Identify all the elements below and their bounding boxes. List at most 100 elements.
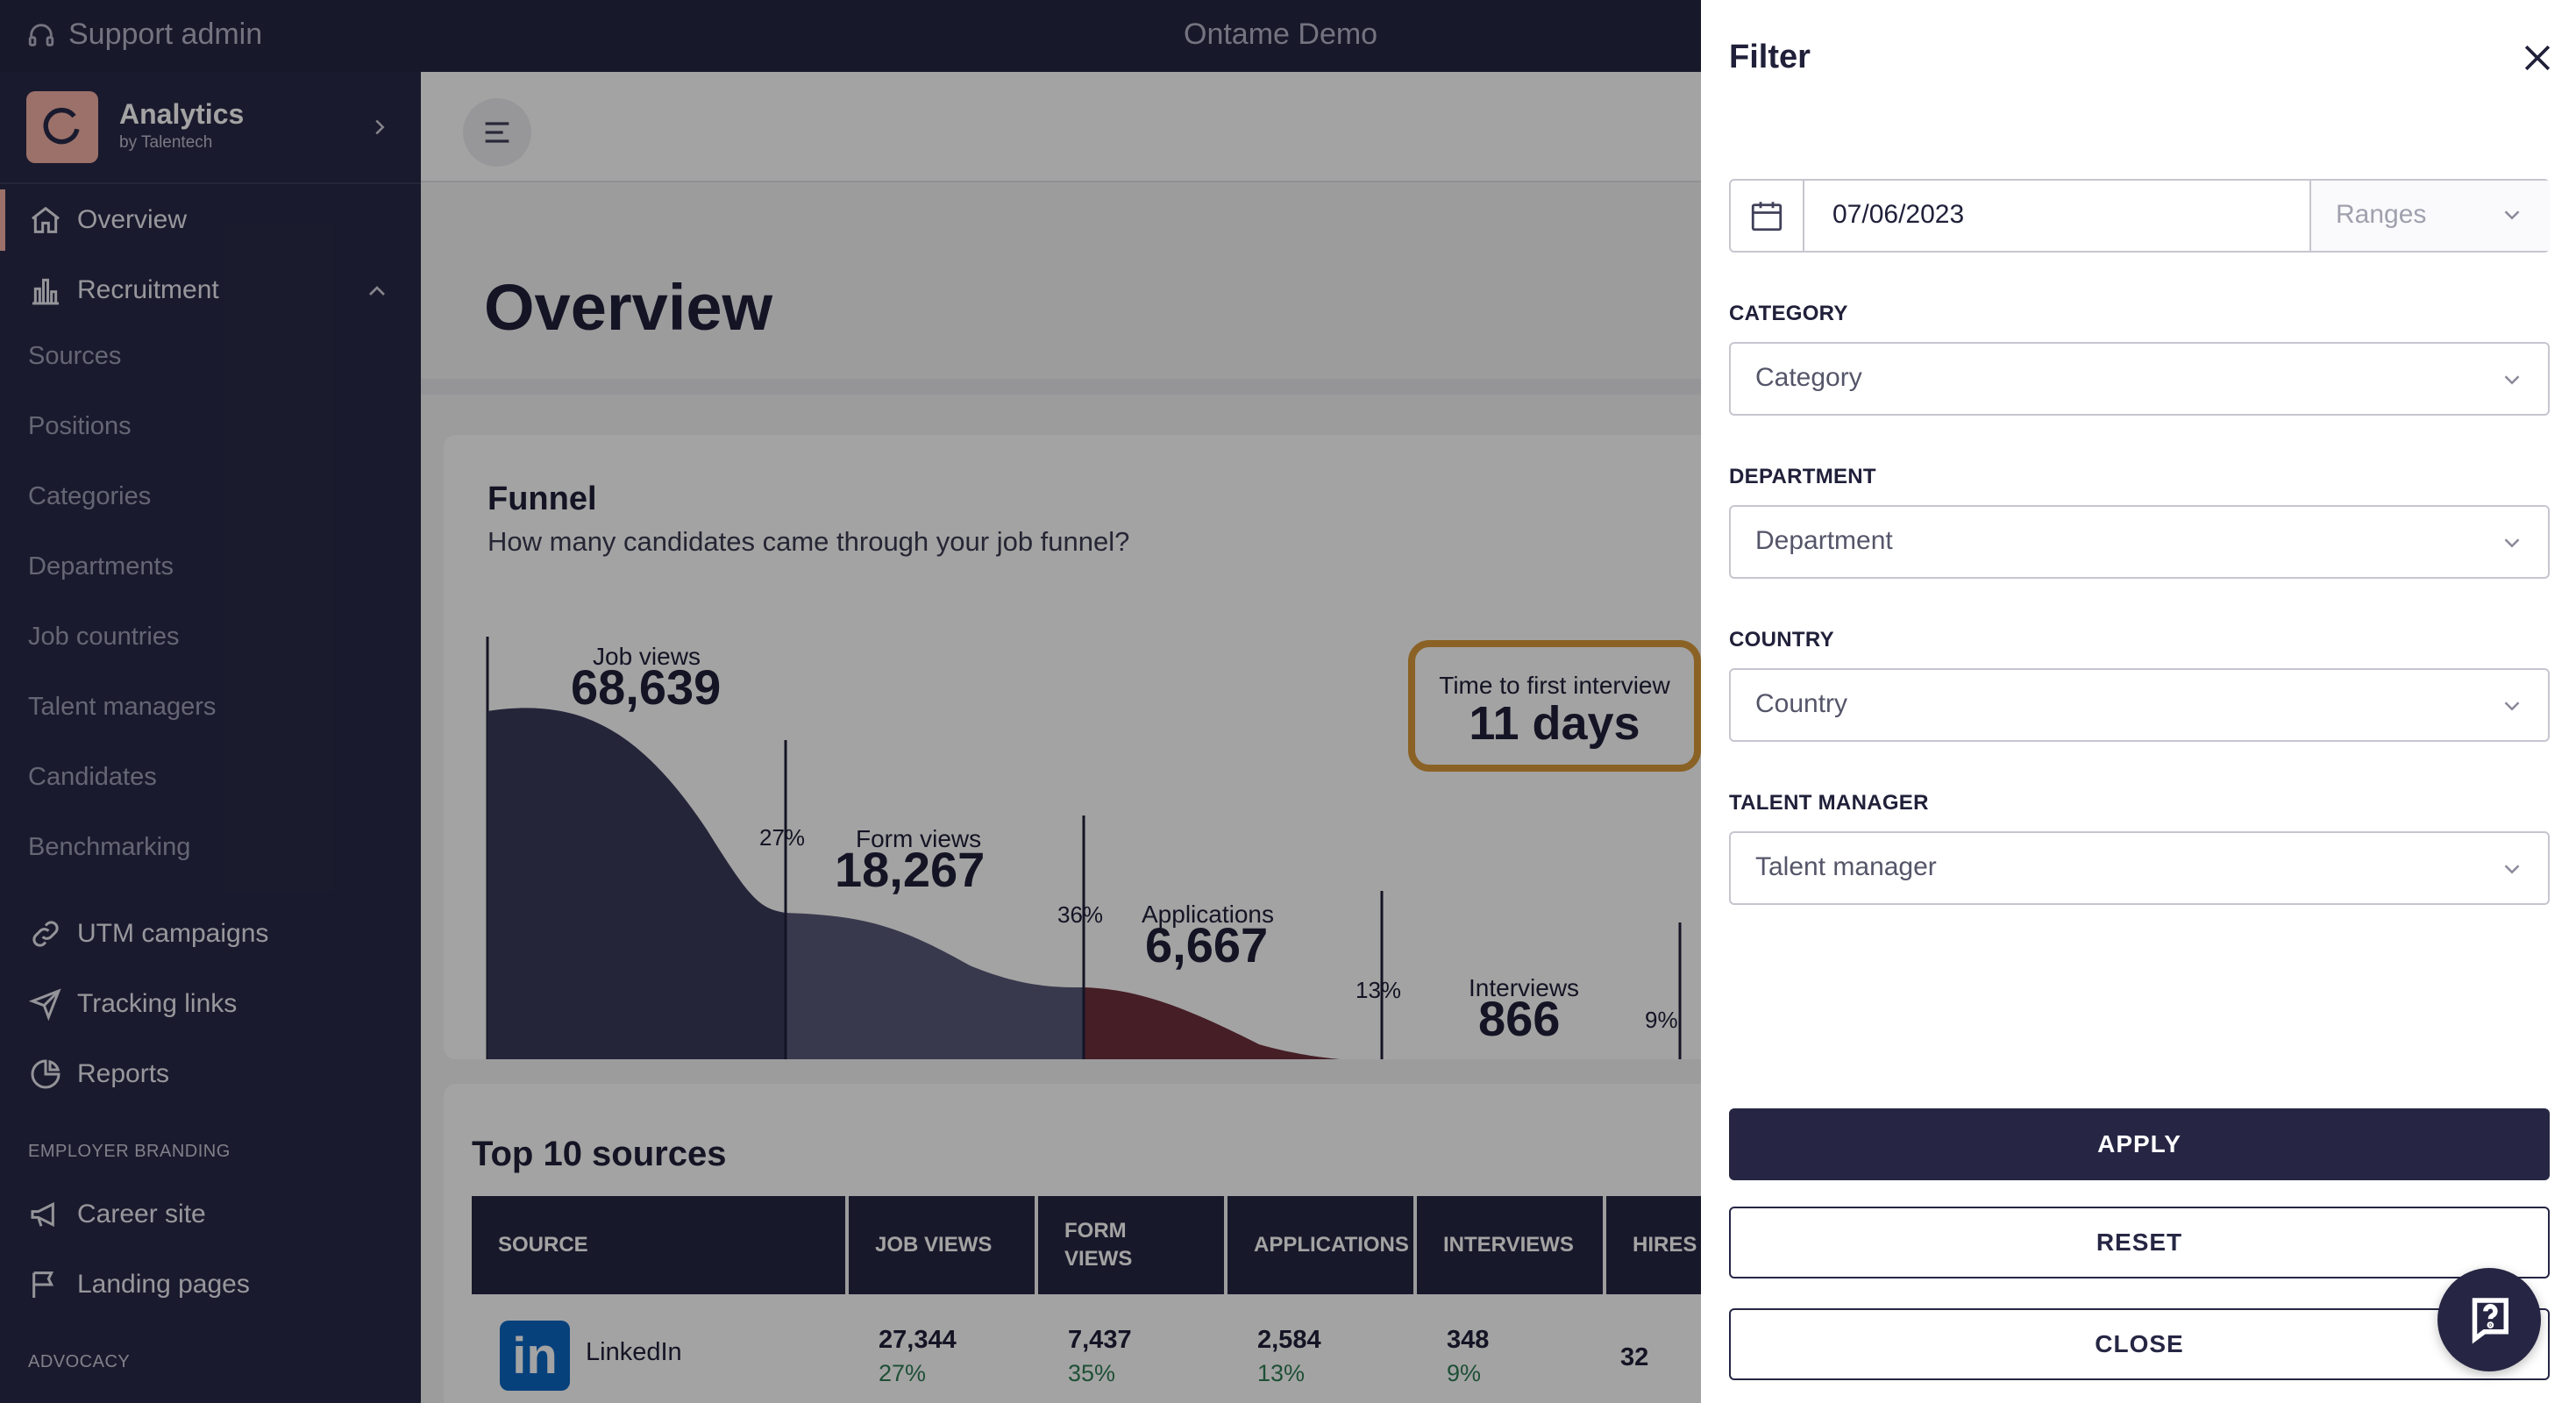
talent-manager-label: TALENT MANAGER [1729,791,1929,815]
pie-chart-icon [31,1059,60,1089]
headset-icon [28,23,54,46]
cell-value: 27,344 [879,1326,957,1354]
sidebar-item-label: Landing pages [77,1270,250,1299]
help-chat-button[interactable] [2437,1268,2541,1371]
workspace-title: Ontame Demo [1184,18,1378,51]
cell-form-views: 7,437 35% [1068,1326,1132,1387]
chevron-down-icon [2504,865,2520,874]
date-input[interactable]: 07/06/2023 [1832,200,1965,229]
section-label-employer-branding: EMPLOYER BRANDING [28,1142,231,1161]
funnel-area-applications [1084,987,1341,1059]
sidebar: Analytics by Talentech Overview Recruitm… [0,72,421,1403]
department-select[interactable]: Department [1729,505,2550,579]
talent-manager-select[interactable]: Talent manager [1729,831,2550,905]
modal-backdrop[interactable] [0,0,1701,1403]
sidebar-item-career-site[interactable]: Career site [0,1184,421,1245]
sidebar-item-categories[interactable]: Categories [28,482,152,510]
country-label: COUNTRY [1729,628,1834,652]
time-to-first-interview-badge: Time to first interview 11 days [1408,640,1701,772]
department-placeholder: Department [1755,526,1893,555]
sidebar-item-label: Reports [77,1059,170,1088]
top-sources-title: Top 10 sources [472,1135,727,1173]
brand-switcher[interactable]: Analytics by Talentech [0,72,421,184]
source-name: LinkedIn [586,1338,682,1366]
calendar-icon [1751,202,1783,231]
filter-panel: Filter 07/06/2023 Ranges CATEGORY Catego… [1701,0,2576,1403]
sidebar-item-label: UTM campaigns [77,919,269,948]
reset-button[interactable]: RESET [1729,1207,2550,1278]
cell-percent: 35% [1068,1360,1116,1386]
support-admin[interactable]: Support admin [26,18,262,52]
funnel-area-form-views [786,913,1084,1059]
column-header-applications[interactable]: APPLICATIONS [1228,1196,1417,1294]
close-button[interactable]: CLOSE [1729,1308,2550,1380]
apply-button[interactable]: APPLY [1729,1108,2550,1180]
funnel-chart: Job views 68,639 27% Form views 18,267 3… [486,637,1682,1059]
column-header-hires[interactable]: HIRES [1633,1233,1697,1257]
funnel-stage-value: 68,639 [571,659,721,715]
sidebar-item-label: Overview [77,205,188,234]
sidebar-item-departments[interactable]: Departments [28,552,174,580]
chevron-up-icon[interactable] [363,277,391,305]
chevron-down-icon [2504,702,2520,711]
cell-percent: 13% [1257,1360,1306,1386]
funnel-stage-value: 6,667 [1145,917,1268,972]
sidebar-item-talent-managers[interactable]: Talent managers [28,693,217,721]
column-header-source[interactable]: SOURCE [472,1196,849,1294]
ranges-select[interactable]: Ranges [2309,181,2550,251]
column-header-job-views[interactable]: JOB VIEWS [849,1196,1038,1294]
sidebar-item-overview[interactable]: Overview [0,189,421,251]
calendar-button[interactable] [1731,181,1804,251]
sidebar-item-recruitment[interactable]: Recruitment [0,260,421,321]
cell-value: 32 [1620,1343,1649,1371]
department-label: DEPARTMENT [1729,465,1876,488]
sidebar-item-benchmarking[interactable]: Benchmarking [28,833,191,861]
funnel-conversion: 13% [1356,977,1401,1003]
country-select[interactable]: Country [1729,668,2550,742]
sidebar-item-sources[interactable]: Sources [28,342,122,370]
cell-percent: 27% [879,1360,927,1386]
funnel-stage-label: Applications [1142,901,1274,928]
ranges-placeholder: Ranges [2336,200,2427,229]
date-range-picker: 07/06/2023 Ranges [1729,179,2550,253]
funnel-title: Funnel [487,481,597,517]
chat-question-icon [2472,1298,2508,1344]
cell-applications: 2,584 13% [1257,1326,1321,1387]
funnel-conversion: 9% [1645,1007,1678,1033]
cell-value: 2,584 [1257,1326,1321,1354]
funnel-stage-value: 866 [1478,991,1560,1046]
sidebar-item-reports[interactable]: Reports [0,1043,421,1105]
column-header-interviews[interactable]: INTERVIEWS [1417,1196,1606,1294]
section-label-advocacy: ADVOCACY [28,1352,131,1371]
cell-hires: 32 [1620,1343,1648,1372]
close-icon[interactable] [2518,39,2557,77]
table-header: SOURCE JOB VIEWS FORM VIEWS APPLICATIONS… [472,1196,1724,1294]
sidebar-item-candidates[interactable]: Candidates [28,763,157,791]
sidebar-item-positions[interactable]: Positions [28,412,132,440]
funnel-stage-label: Interviews [1469,974,1579,1001]
sidebar-item-label: Recruitment [77,275,219,304]
sidebar-item-label: Tracking links [77,989,238,1018]
sidebar-item-tracking-links[interactable]: Tracking links [0,973,421,1035]
linkedin-icon: in [500,1321,570,1391]
table-row[interactable]: in LinkedIn 27,344 27% 7,437 35% 2,584 1… [472,1294,1724,1403]
time-to-first-interview-label: Time to first interview [1439,672,1670,699]
chevron-right-icon [375,119,385,135]
column-header-form-views[interactable]: FORM VIEWS [1038,1196,1228,1294]
category-select[interactable]: Category [1729,342,2550,416]
filter-title: Filter [1729,39,1811,75]
chevron-down-icon [2504,375,2520,385]
support-admin-label: Support admin [68,18,263,51]
sidebar-item-landing-pages[interactable]: Landing pages [0,1254,421,1315]
brand-name: Analytics [119,98,245,130]
cell-value: 7,437 [1068,1326,1132,1354]
hamburger-icon [485,122,509,143]
column-header-label: FORM VIEWS [1064,1219,1133,1271]
menu-toggle-button[interactable] [463,98,531,167]
sidebar-item-job-countries[interactable]: Job countries [28,623,180,651]
funnel-subtitle: How many candidates came through your jo… [487,526,1130,557]
cell-interviews: 348 9% [1447,1326,1489,1387]
sidebar-item-utm-campaigns[interactable]: UTM campaigns [0,903,421,965]
brand-byline: by Talentech [119,133,213,152]
cell-percent: 9% [1447,1360,1482,1386]
